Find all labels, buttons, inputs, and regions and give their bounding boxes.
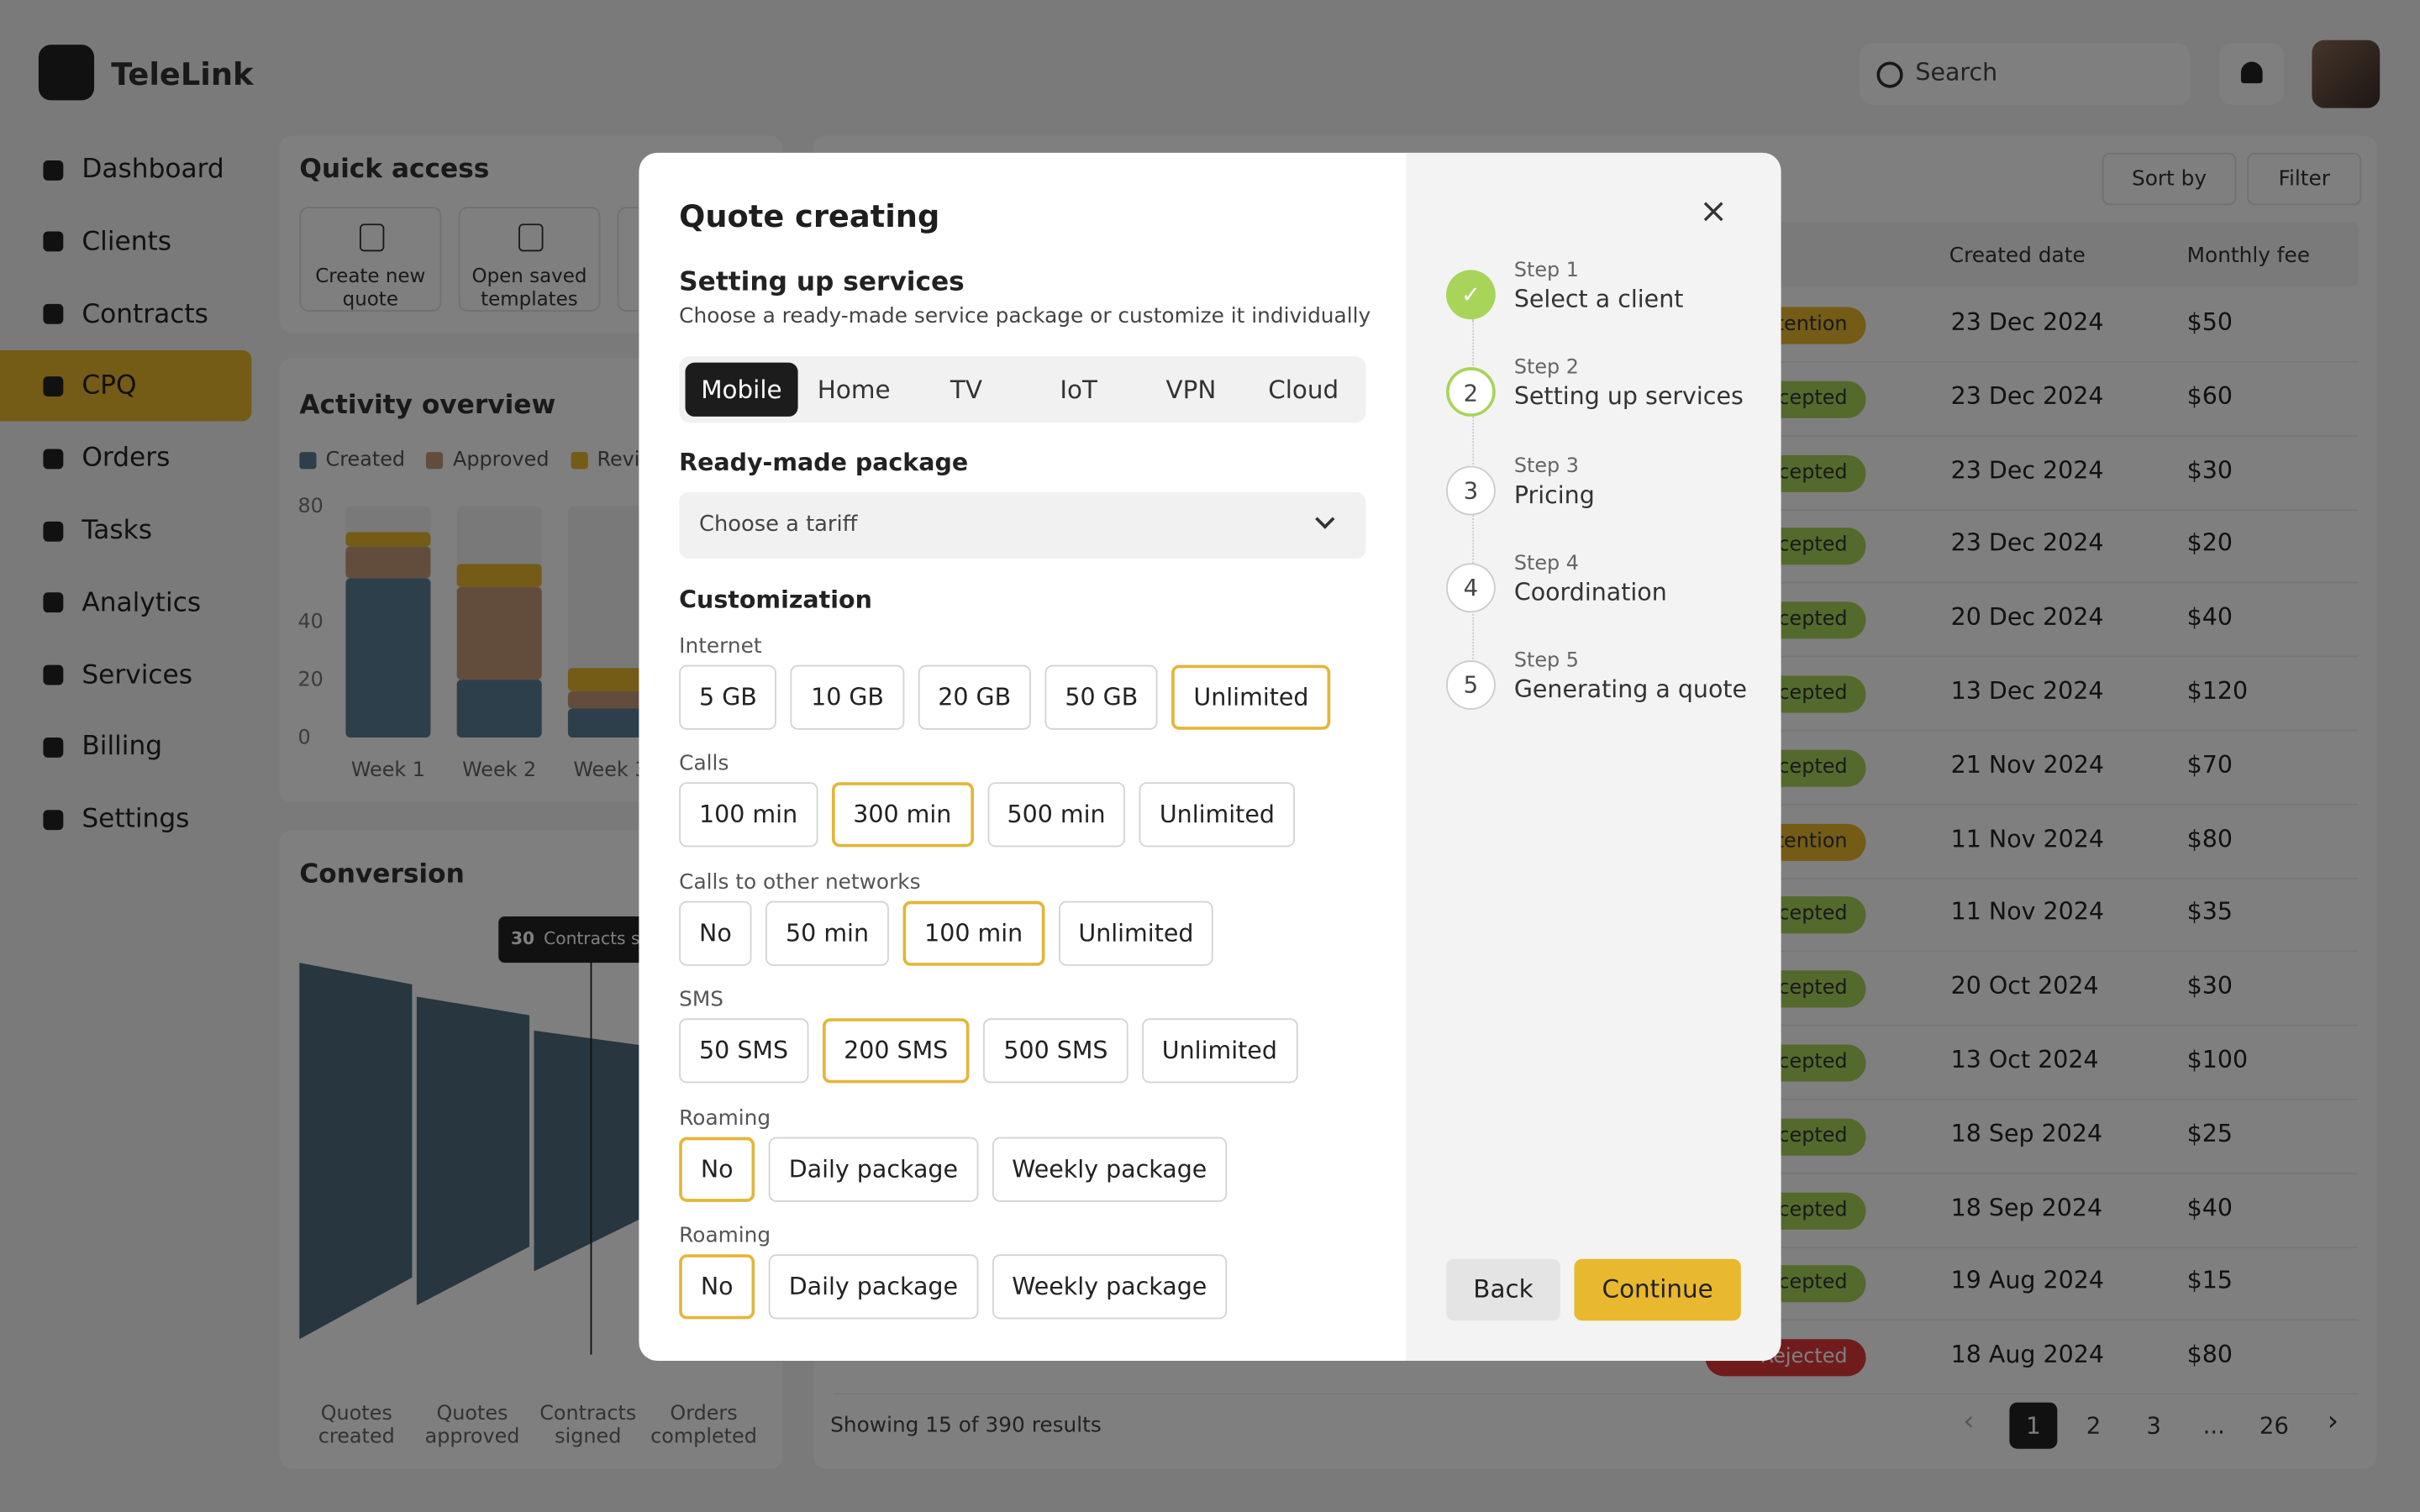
option-group-label: Internet [679,633,762,659]
option[interactable]: Unlimited [1139,782,1295,848]
step-circle: 4 [1446,563,1496,612]
option[interactable]: 300 min [831,782,974,848]
step-title: Select a client [1513,285,1684,313]
option-group: 100 min 300 min 500 min Unlimited [679,782,1308,848]
continue-button[interactable]: Continue [1574,1258,1741,1321]
step-text: Step 2 Setting up services [1514,357,1744,411]
option[interactable]: 5 GB [679,664,777,730]
package-label: Ready-made package [679,449,969,477]
tariff-dropdown[interactable]: Choose a tariff [679,491,1366,559]
option[interactable]: Unlimited [1141,1018,1297,1084]
step-circle: 2 [1446,367,1496,417]
option-group-label: Calls to other networks [679,869,921,895]
option-group-label: Roaming [679,1223,771,1248]
tab[interactable]: Home [817,375,891,405]
option[interactable]: Unlimited [1058,900,1214,966]
modal: Quote creating Setting up services Choose … [639,152,1781,1361]
option-group-label: Roaming [679,1105,771,1131]
step-number: Step 3 [1513,454,1580,478]
option[interactable]: Weekly package [992,1136,1228,1202]
option[interactable]: 20 GB [918,664,1031,730]
option-group: 50 SMS 200 SMS 500 SMS Unlimited [679,1018,1311,1084]
option-group-label: Calls [679,752,729,777]
step-title: Coordination [1513,578,1667,606]
step-text: Step 3 Pricing [1514,454,1595,508]
option-group: No Daily package Weekly package [679,1136,1241,1202]
dropdown-placeholder: Choose a tariff [699,512,858,538]
close-button[interactable]: × [1699,192,1728,232]
back-button[interactable]: Back [1446,1258,1560,1321]
tab[interactable]: IoT [1060,375,1097,405]
tab[interactable]: Cloud [1268,375,1339,405]
modal-title: Quote creating [679,197,940,235]
option[interactable]: Daily package [768,1254,978,1320]
option[interactable]: 50 SMS [679,1018,808,1084]
option-group: No 50 min 100 min Unlimited [679,900,1228,966]
step-circle: ✓ [1446,270,1496,320]
step-text: Step 4 Coordination [1514,552,1667,606]
stepper-panel: × ✓ Step 1 Select a client 2 Step 2 Setting up… [1406,152,1781,1361]
option[interactable]: 50 GB [1044,664,1159,730]
step-number: Step 4 [1513,552,1580,575]
option[interactable]: Weekly package [992,1254,1228,1320]
tabs: Mobile Home TV IoT VPN Cloud [679,356,1366,423]
option[interactable]: No [679,1254,755,1320]
option[interactable]: Unlimited [1171,664,1331,730]
step-title: Generating a quote [1513,675,1748,704]
option[interactable]: 500 min [986,782,1126,848]
option[interactable]: No [679,1136,755,1202]
tab[interactable]: VPN [1165,375,1217,405]
option[interactable]: 50 min [765,900,889,966]
step-number: Step 1 [1513,259,1580,283]
step-text: Step 5 Generating a quote [1514,650,1747,704]
step-text: Step 1 Select a client [1514,260,1684,313]
option-group: 5 GB 10 GB 20 GB 50 GB Unlimited [679,664,1344,730]
option[interactable]: 500 SMS [983,1018,1128,1084]
option[interactable]: Daily package [768,1136,978,1202]
section-title: Setting up services [679,266,965,298]
option[interactable]: No [679,900,752,966]
tab[interactable]: TV [950,375,982,405]
option-group-label: SMS [679,987,724,1013]
tab[interactable]: Mobile [685,362,798,417]
option[interactable]: 100 min [902,900,1044,966]
section-subtitle: Choose a ready-made service package or c… [679,303,1371,329]
step-circle: 5 [1446,660,1496,711]
option[interactable]: 200 SMS [822,1018,970,1084]
option[interactable]: 10 GB [791,664,904,730]
step-number: Step 2 [1513,356,1580,381]
option-group: No Daily package Weekly package [679,1254,1241,1320]
step-title: Pricing [1513,480,1595,509]
step-number: Step 5 [1513,649,1580,674]
customization-title: Customization [679,585,872,615]
option[interactable]: 100 min [679,782,818,848]
chevron [1315,509,1335,529]
step-circle: 3 [1446,465,1496,515]
step-title: Setting up services [1513,383,1744,412]
